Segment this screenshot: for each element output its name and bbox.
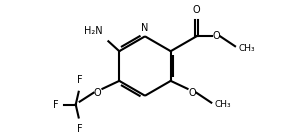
Text: O: O: [193, 5, 200, 14]
Text: H₂N: H₂N: [84, 26, 103, 36]
Text: O: O: [94, 88, 101, 98]
Text: CH₃: CH₃: [238, 44, 255, 53]
Text: F: F: [77, 75, 82, 85]
Text: F: F: [77, 124, 82, 134]
Text: O: O: [189, 88, 196, 98]
Text: CH₃: CH₃: [214, 100, 231, 109]
Text: F: F: [53, 100, 59, 110]
Text: O: O: [213, 31, 220, 41]
Text: N: N: [141, 23, 149, 33]
